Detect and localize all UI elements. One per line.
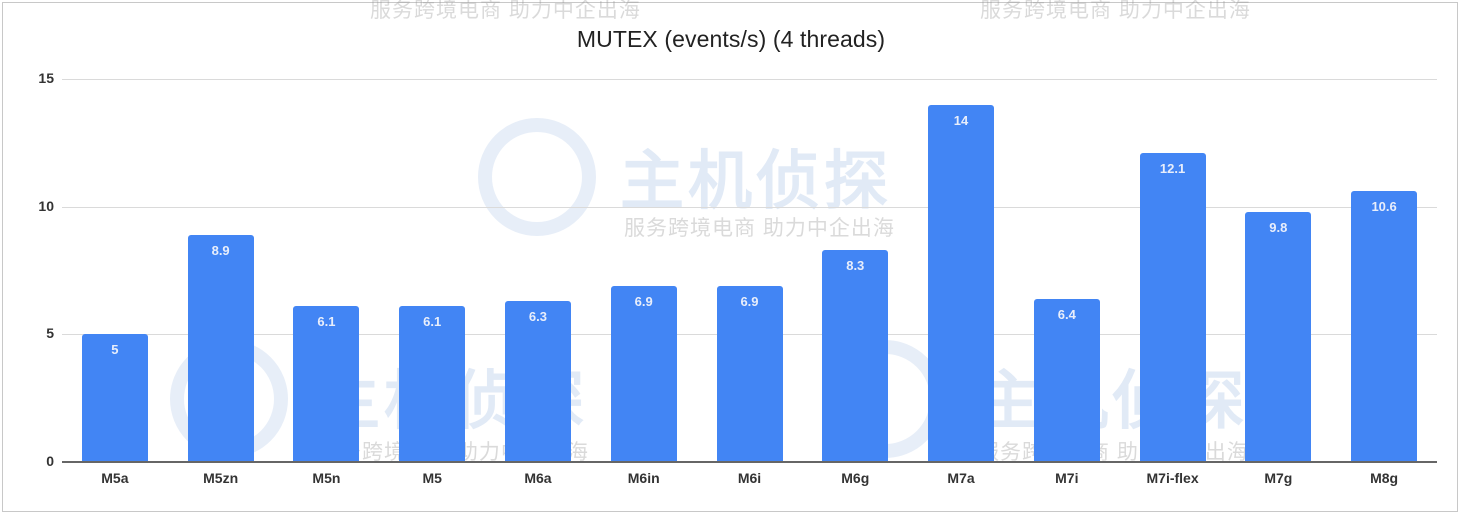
x-axis-tick-label: M7g	[1264, 470, 1293, 486]
bar-value-label: 10.6	[1371, 199, 1397, 215]
bar-m5[interactable]: 6.1	[399, 306, 466, 462]
bar-m5n[interactable]: 6.1	[293, 306, 360, 462]
bar-value-label: 8.3	[846, 258, 865, 274]
x-axis-tick-label: M5zn	[203, 470, 239, 486]
bar-value-label: 6.9	[740, 293, 759, 309]
bar-value-label: 12.1	[1159, 161, 1186, 177]
bar-value-label: 6.4	[1057, 306, 1076, 322]
x-axis-tick-label: M5n	[312, 470, 341, 486]
bar-m5zn[interactable]: 8.9	[187, 234, 254, 462]
bar-m8g[interactable]: 10.6	[1351, 191, 1418, 462]
bar-value-label: 6.3	[528, 309, 547, 325]
bar-value-label: 6.9	[634, 293, 653, 309]
x-axis-tick-label: M6i	[737, 470, 762, 486]
bar-m7i-flex[interactable]: 12.1	[1139, 153, 1206, 462]
bar-value-label: 5	[111, 342, 119, 358]
x-axis-tick-label: M7i-flex	[1146, 470, 1199, 486]
x-axis-tick-label: M8g	[1370, 470, 1399, 486]
x-axis-tick-label: M7a	[947, 470, 975, 486]
bar-m6a[interactable]: 6.3	[504, 301, 571, 462]
bar-value-label: 6.1	[423, 314, 442, 330]
gridline	[62, 79, 1437, 80]
bar-value-label: 14	[953, 112, 969, 128]
x-axis-tick-label: M7i	[1055, 470, 1079, 486]
bar-m7i[interactable]: 6.4	[1033, 298, 1100, 462]
x-axis-tick-label: M6g	[841, 470, 870, 486]
y-axis-tick-label: 10	[38, 197, 54, 214]
x-axis-tick-label: M6a	[524, 470, 552, 486]
bar-m7a[interactable]: 14	[928, 104, 995, 462]
bar-value-label: 8.9	[211, 242, 230, 258]
bar-m7g[interactable]: 9.8	[1245, 211, 1312, 462]
y-axis-tick-label: 0	[46, 453, 54, 469]
gridline	[62, 206, 1437, 208]
x-axis-baseline	[62, 461, 1437, 463]
bar-m6in[interactable]: 6.9	[610, 285, 677, 462]
x-axis-tick-label: M5a	[101, 470, 129, 486]
bar-m6i[interactable]: 6.9	[716, 285, 783, 462]
x-axis-tick-label: M5	[422, 470, 442, 486]
chart-title: MUTEX (events/s) (4 threads)	[576, 26, 886, 52]
y-axis-tick-label: 15	[38, 70, 54, 86]
bar-value-label: 6.1	[317, 314, 336, 330]
x-axis-tick-label: M6in	[627, 470, 660, 486]
bar-value-label: 9.8	[1269, 219, 1288, 235]
bar-m5a[interactable]: 5	[81, 334, 148, 462]
bar-m6g[interactable]: 8.3	[822, 250, 889, 462]
y-axis-tick-label: 5	[46, 325, 54, 342]
